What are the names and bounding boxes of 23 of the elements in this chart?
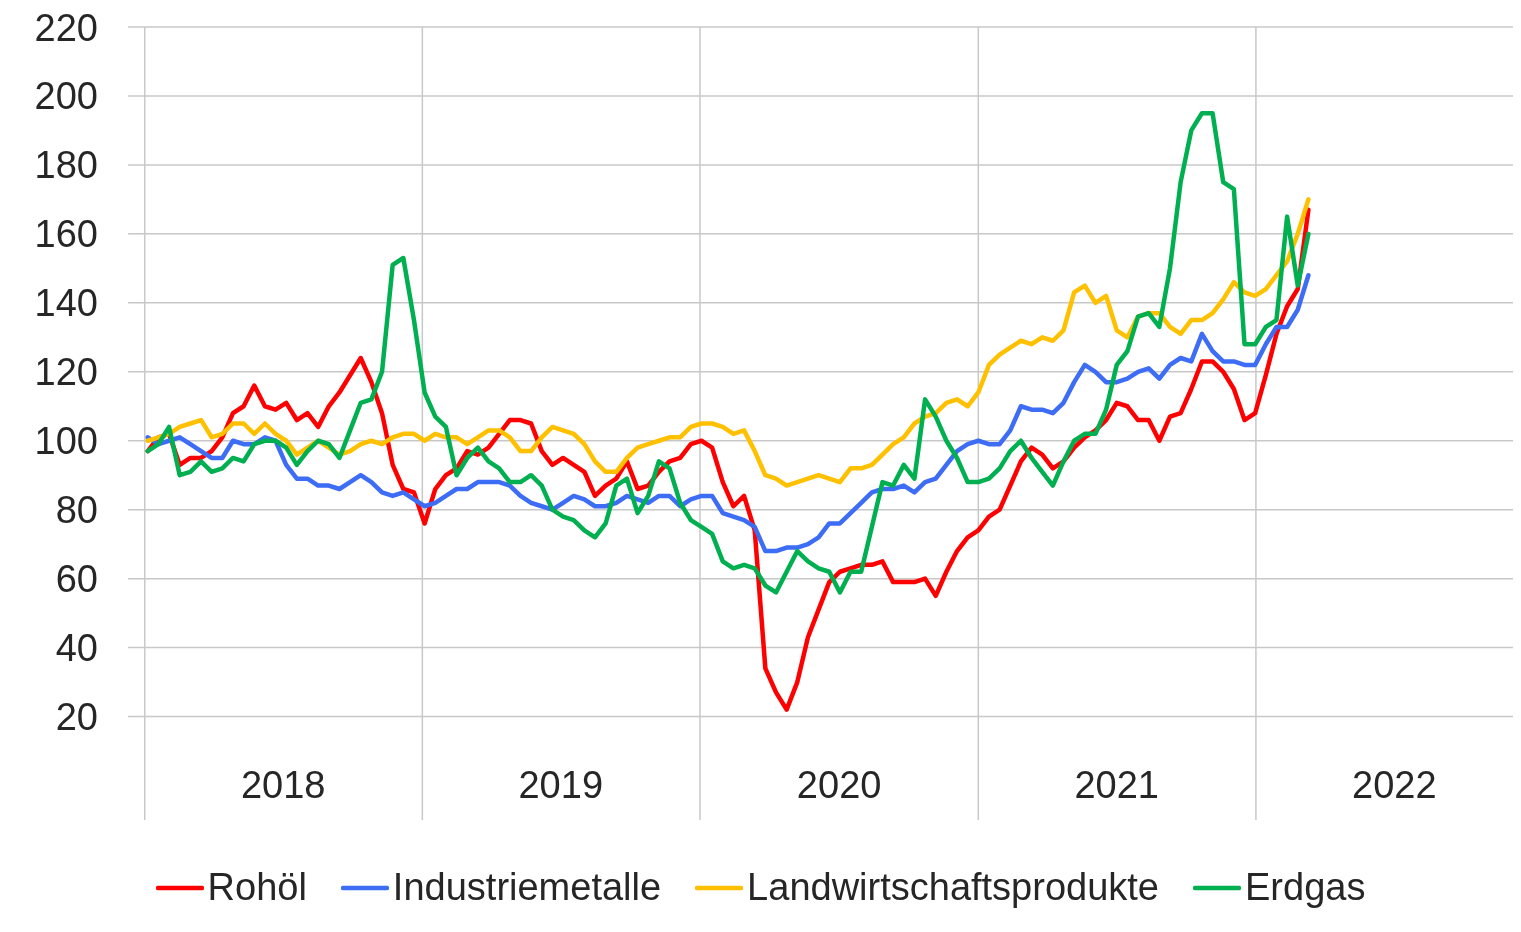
line-series — [145, 110, 1311, 595]
legend-label: Landwirtschaftsprodukte — [747, 866, 1160, 909]
x-tick-label: 2022 — [1352, 764, 1437, 806]
x-tick-label: 2021 — [1074, 764, 1160, 806]
y-tick-label: 120 — [34, 351, 98, 394]
y-tick-label: 160 — [34, 213, 98, 256]
line-series — [145, 272, 1311, 554]
legend-label: Rohöl — [207, 866, 307, 909]
y-tick-label: 220 — [34, 6, 98, 49]
y-tick-label: 80 — [55, 489, 98, 532]
line-series — [145, 197, 1311, 488]
x-tick-label: 2020 — [796, 764, 882, 806]
x-tick-label: 2018 — [240, 764, 326, 806]
y-tick-label: 180 — [34, 144, 98, 187]
y-tick-label: 40 — [55, 627, 98, 670]
y-tick-label: 200 — [34, 75, 98, 118]
y-tick-label: 100 — [34, 420, 98, 463]
legend-label: Erdgas — [1245, 866, 1366, 909]
y-tick-label: 20 — [55, 696, 98, 739]
y-tick-label: 60 — [55, 558, 98, 601]
x-tick-label: 2019 — [518, 764, 604, 806]
y-tick-label: 140 — [34, 282, 98, 325]
legend-label: Industriemetalle — [392, 866, 662, 909]
